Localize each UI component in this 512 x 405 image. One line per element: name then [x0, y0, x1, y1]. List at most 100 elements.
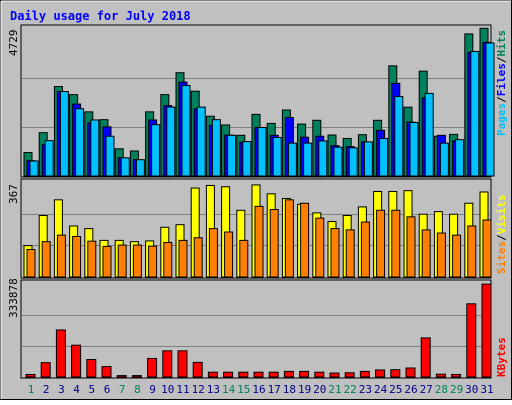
bar-sites-day-19: [300, 202, 310, 278]
bar-pages-day-13: [211, 119, 221, 177]
bar-sites-day-25: [391, 209, 401, 278]
legend-visits: Visits: [495, 195, 508, 235]
x-label-day-13: 13: [207, 383, 220, 396]
x-label-day-28: 28: [435, 383, 448, 396]
bar-sites-day-24: [376, 209, 386, 278]
bar-sites-day-5: [87, 240, 97, 278]
bar-kbytes-day-9: [147, 357, 158, 378]
bar-sites-day-2: [41, 241, 51, 278]
x-label-day-19: 19: [298, 383, 311, 396]
legend-kbytes: KBytes: [495, 337, 508, 377]
bar-pages-day-30: [470, 50, 480, 177]
bar-sites-day-9: [148, 245, 158, 278]
bar-kbytes-day-23: [359, 370, 370, 378]
x-label-day-21: 21: [328, 383, 341, 396]
bar-kbytes-day-21: [329, 372, 340, 378]
bar-kbytes-day-8: [131, 375, 142, 378]
x-label-day-1: 1: [28, 383, 35, 396]
legend-bottom: KBytes: [495, 337, 508, 377]
legend-top: Pages/Files/Hits: [495, 30, 508, 136]
x-label-day-15: 15: [237, 383, 250, 396]
x-label-day-26: 26: [404, 383, 417, 396]
x-label-day-4: 4: [73, 383, 80, 396]
bar-pages-day-15: [242, 141, 252, 177]
bar-kbytes-day-31: [481, 283, 492, 378]
bar-sites-day-3: [56, 234, 66, 278]
x-label-day-18: 18: [283, 383, 296, 396]
bar-kbytes-day-18: [283, 370, 294, 378]
x-label-day-3: 3: [58, 383, 65, 396]
bar-pages-day-10: [166, 106, 176, 177]
bar-pages-day-20: [318, 140, 328, 177]
bar-kbytes-day-2: [40, 362, 51, 378]
y-max-label-top: 4729: [7, 30, 20, 57]
bar-sites-day-13: [208, 228, 218, 278]
x-label-day-16: 16: [252, 383, 265, 396]
bar-sites-day-20: [315, 217, 325, 278]
bar-sites-day-6: [102, 245, 112, 278]
bar-kbytes-day-4: [71, 344, 82, 378]
bar-pages-day-28: [439, 142, 449, 177]
x-label-day-23: 23: [359, 383, 372, 396]
bar-kbytes-day-26: [405, 367, 416, 378]
x-label-day-2: 2: [43, 383, 50, 396]
bar-pages-day-3: [59, 91, 69, 177]
bar-sites-day-26: [406, 216, 416, 278]
x-label-day-9: 9: [149, 383, 156, 396]
bar-pages-day-25: [394, 96, 404, 177]
bar-kbytes-day-22: [344, 372, 355, 378]
bar-pages-day-19: [303, 142, 313, 177]
bar-pages-day-21: [333, 146, 343, 177]
bar-sites-day-1: [26, 249, 36, 278]
y-max-label-mid: 367: [7, 184, 20, 204]
bar-kbytes-day-7: [116, 375, 127, 378]
bar-sites-day-12: [193, 237, 203, 278]
bar-pages-day-12: [196, 106, 206, 177]
bar-pages-day-27: [424, 92, 434, 177]
bar-pages-day-29: [455, 139, 465, 177]
bar-sites-day-28: [436, 232, 446, 278]
x-label-day-7: 7: [119, 383, 126, 396]
bar-pages-day-11: [181, 85, 191, 177]
x-label-day-8: 8: [134, 383, 141, 396]
x-label-day-14: 14: [222, 383, 236, 396]
x-label-day-29: 29: [450, 383, 463, 396]
bar-kbytes-day-24: [375, 369, 386, 378]
bar-kbytes-day-20: [314, 371, 325, 378]
bar-pages-day-4: [75, 108, 85, 177]
legend-sep-2: /: [495, 56, 508, 63]
bar-pages-day-26: [409, 121, 419, 177]
bar-pages-day-16: [257, 126, 267, 177]
bar-sites-day-23: [360, 221, 370, 278]
bar-kbytes-day-28: [435, 373, 446, 378]
bar-kbytes-day-17: [268, 371, 279, 378]
legend-hits: Hits: [495, 30, 508, 57]
bar-pages-day-1: [29, 160, 39, 177]
bar-pages-day-31: [485, 42, 495, 177]
bar-pages-day-2: [44, 140, 54, 177]
legend-mid: Sites/Visits: [495, 195, 508, 275]
x-label-day-30: 30: [465, 383, 478, 396]
bar-pages-day-8: [135, 159, 145, 177]
bar-sites-day-11: [178, 239, 188, 278]
bar-sites-day-4: [72, 235, 82, 278]
bar-sites-day-21: [330, 228, 340, 278]
x-label-day-31: 31: [480, 383, 493, 396]
bar-kbytes-day-15: [238, 371, 249, 378]
x-label-day-10: 10: [161, 383, 174, 396]
legend-files: Files: [495, 63, 508, 96]
x-label-day-11: 11: [176, 383, 189, 396]
bar-pages-day-24: [379, 137, 389, 177]
bar-kbytes-day-16: [253, 371, 264, 378]
bar-kbytes-day-27: [420, 337, 431, 378]
bar-sites-day-30: [467, 225, 477, 278]
bar-kbytes-day-6: [101, 366, 112, 378]
x-label-day-6: 6: [104, 383, 111, 396]
bar-kbytes-day-25: [390, 369, 401, 378]
bar-sites-day-10: [163, 241, 173, 278]
x-label-day-17: 17: [268, 383, 281, 396]
bar-sites-day-7: [117, 244, 127, 278]
bar-pages-day-18: [287, 142, 297, 177]
bar-kbytes-day-29: [451, 373, 462, 378]
bar-pages-day-6: [105, 135, 115, 177]
